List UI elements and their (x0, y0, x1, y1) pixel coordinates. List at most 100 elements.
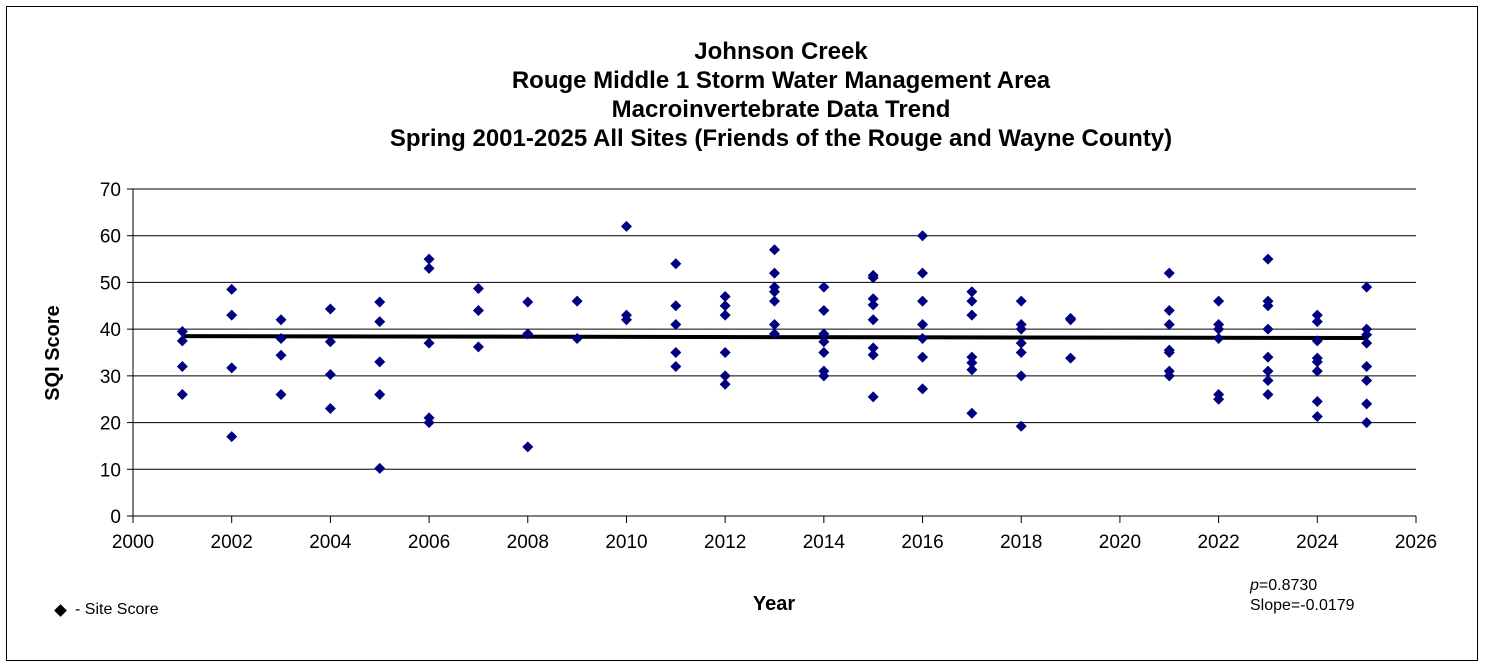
data-point (867, 293, 879, 305)
data-point (1015, 420, 1027, 432)
y-tick-label: 30 (100, 367, 121, 388)
data-point (917, 267, 929, 279)
data-point (522, 441, 534, 453)
data-point (769, 295, 780, 307)
y-tick-label: 20 (100, 414, 121, 435)
data-point (670, 347, 682, 358)
data-point (275, 314, 287, 326)
data-point (423, 337, 435, 349)
data-point (571, 295, 583, 307)
legend-diamond-icon (54, 603, 67, 617)
data-point (769, 244, 780, 256)
data-point (966, 364, 978, 376)
y-tick-label: 40 (100, 320, 121, 341)
data-point (917, 383, 929, 395)
data-point (226, 309, 238, 321)
data-point (670, 361, 682, 373)
x-tick-label: 2020 (1099, 532, 1141, 553)
data-point (1311, 396, 1323, 408)
data-point (917, 295, 929, 307)
data-point (1262, 375, 1274, 387)
x-tick-label: 2008 (507, 532, 549, 553)
data-point (1311, 335, 1323, 347)
chart-frame: Johnson Creek Rouge Middle 1 Storm Water… (6, 6, 1478, 661)
data-point (324, 303, 336, 315)
data-point (275, 332, 287, 344)
x-axis-title: Year (753, 593, 795, 615)
data-point (769, 267, 780, 279)
title-line-3: Macroinvertebrate Data Trend (611, 96, 951, 123)
data-point (275, 349, 287, 361)
data-point (176, 389, 188, 401)
data-point (522, 328, 534, 340)
data-point (818, 281, 830, 293)
data-point (818, 347, 830, 358)
data-point (1065, 352, 1077, 364)
data-point (1311, 356, 1323, 368)
data-point (670, 318, 682, 330)
data-point (1065, 314, 1077, 326)
data-point (769, 328, 780, 340)
legend-label: - Site Score (75, 601, 159, 618)
data-point (620, 314, 632, 326)
data-point (374, 356, 386, 368)
p-value: =0.8730 (1258, 577, 1318, 594)
title-line-1: Johnson Creek (694, 38, 868, 65)
data-point (818, 328, 830, 340)
data-point (1015, 323, 1027, 335)
data-point (1015, 295, 1027, 307)
data-point (571, 332, 583, 344)
data-point (1213, 393, 1225, 405)
data-point (1361, 337, 1373, 349)
data-point (324, 336, 336, 348)
data-point (423, 417, 435, 429)
data-point (472, 304, 484, 316)
data-point (670, 258, 682, 270)
data-point (818, 370, 830, 382)
data-point (1015, 347, 1027, 358)
data-point (719, 378, 731, 390)
data-point (324, 403, 336, 415)
data-point (917, 351, 929, 363)
p-value-line: p=0.8730 (1250, 576, 1355, 596)
data-point (966, 357, 978, 369)
data-point (1311, 309, 1323, 321)
data-point (867, 299, 879, 311)
x-tick-label: 2018 (1000, 532, 1042, 553)
data-point (1163, 370, 1175, 382)
data-point (1213, 295, 1225, 307)
trend-stats: p=0.8730 Slope=-0.0179 (1250, 576, 1355, 616)
title-line-2: Rouge Middle 1 Storm Water Management Ar… (511, 67, 1051, 94)
y-tick-label: 50 (100, 273, 121, 294)
data-point (719, 309, 731, 321)
data-point (1163, 267, 1175, 279)
data-point (1262, 253, 1274, 265)
data-point (1262, 300, 1274, 312)
data-point (719, 347, 731, 358)
x-tick-label: 2016 (901, 532, 943, 553)
data-point (374, 389, 386, 401)
x-tick-label: 2004 (309, 532, 352, 553)
data-point (719, 370, 731, 382)
data-point (176, 361, 188, 373)
data-point (1361, 323, 1373, 335)
data-point (818, 304, 830, 316)
data-point (1262, 351, 1274, 363)
data-point (1262, 365, 1274, 377)
data-point (472, 283, 484, 295)
data-point (1262, 389, 1274, 401)
legend: - Site Score (54, 601, 159, 619)
data-point (867, 391, 879, 403)
data-point (867, 349, 879, 361)
y-axis-title: SQI Score (42, 305, 64, 401)
slope-value: Slope=-0.0179 (1250, 597, 1355, 614)
data-point (867, 342, 879, 354)
data-point (1311, 410, 1323, 422)
data-point (226, 431, 238, 443)
data-point (226, 362, 238, 374)
x-tick-label: 2026 (1395, 532, 1437, 553)
data-point (324, 368, 336, 380)
data-point (1163, 304, 1175, 316)
data-point (670, 300, 682, 312)
y-tick-label: 60 (100, 227, 121, 248)
